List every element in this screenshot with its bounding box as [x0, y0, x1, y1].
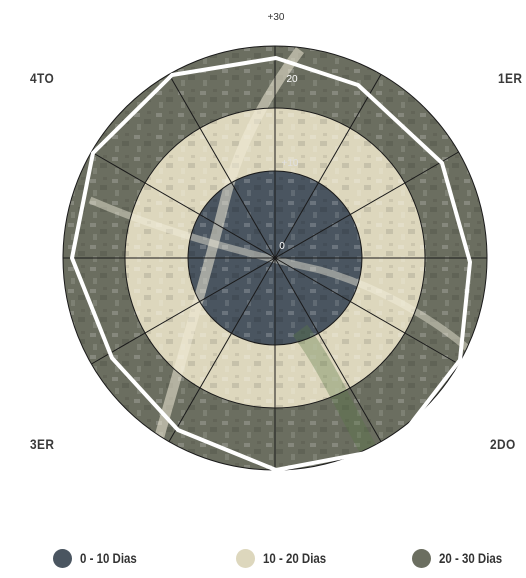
- radial-spoke-8: [91, 151, 276, 259]
- radial-spoke-11: [274, 74, 382, 259]
- radial-spoke-12: [274, 151, 459, 259]
- radial-spoke-3: [274, 257, 382, 442]
- legend-item-0-10: 0 - 10 Dias: [53, 546, 149, 570]
- quadrant-label-3er: 3ER: [30, 436, 55, 452]
- legend-swatch-10-20: [236, 548, 255, 568]
- scale-label-outer: +30: [268, 12, 285, 23]
- scale-label-center: 0: [279, 241, 285, 252]
- legend-label-20-30: 20 - 30 Dias: [439, 550, 503, 566]
- scale-label-inner: +10: [282, 158, 299, 169]
- legend-swatch-0-10: [53, 548, 72, 568]
- legend-item-20-30: 20 - 30 Dias: [412, 546, 516, 570]
- legend-label-10-20: 10 - 20 Dias: [263, 550, 327, 566]
- radial-spokes: [63, 46, 487, 470]
- radial-spoke-2: [274, 257, 459, 365]
- data-polygon: [70, 56, 472, 472]
- quadrant-label-4to: 4TO: [30, 70, 55, 86]
- quadrant-label-1er: 1ER: [498, 70, 523, 86]
- radial-spoke-6: [91, 257, 276, 365]
- radial-spoke-5: [168, 257, 276, 442]
- scale-label-middle: 20: [286, 74, 298, 85]
- legend-item-10-20: 10 - 20 Dias: [236, 546, 340, 570]
- legend-label-0-10: 0 - 10 Dias: [80, 550, 137, 566]
- quadrant-label-2do: 2DO: [490, 436, 516, 452]
- radial-spoke-9: [168, 74, 276, 259]
- legend-swatch-20-30: [412, 548, 431, 568]
